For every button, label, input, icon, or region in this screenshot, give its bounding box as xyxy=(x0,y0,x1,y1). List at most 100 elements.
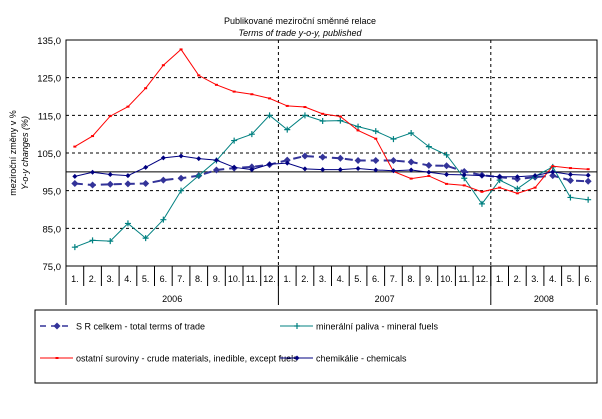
x-tick-label: 4. xyxy=(549,274,557,284)
data-point xyxy=(407,158,415,166)
data-point xyxy=(144,87,148,90)
data-point xyxy=(160,155,166,161)
x-tick-label: 7. xyxy=(390,274,398,284)
x-tick-label: 9. xyxy=(425,274,433,284)
y-tick-label: 125,0 xyxy=(37,74,61,85)
data-point xyxy=(303,106,307,109)
legend-label: minerální paliva - mineral fuels xyxy=(316,322,439,332)
data-point xyxy=(178,187,185,194)
data-point xyxy=(143,164,149,170)
data-point xyxy=(248,131,255,138)
data-point xyxy=(72,173,78,179)
series-2 xyxy=(73,48,590,195)
data-point xyxy=(337,167,343,173)
data-point xyxy=(462,184,466,187)
data-point xyxy=(427,174,431,177)
data-point xyxy=(214,83,218,86)
data-point xyxy=(533,186,537,189)
data-point xyxy=(425,143,432,150)
x-tick-label: 2. xyxy=(89,274,97,284)
data-point xyxy=(124,180,132,188)
data-point xyxy=(443,151,450,158)
legend-label: chemikálie - chemicals xyxy=(316,354,407,364)
data-point xyxy=(408,167,414,173)
data-point xyxy=(390,168,396,174)
data-point xyxy=(514,185,521,192)
x-tick-label: 1. xyxy=(71,274,79,284)
data-point xyxy=(480,190,484,193)
data-point xyxy=(89,237,96,244)
data-point xyxy=(390,136,397,143)
data-point xyxy=(478,200,485,207)
data-point xyxy=(195,172,202,179)
legend-label: S R celkem - total terms of trade xyxy=(76,322,205,332)
chart-title: Publikované meziroční směnné relace xyxy=(224,16,376,26)
data-point xyxy=(285,104,289,107)
data-point xyxy=(106,180,114,188)
x-tick-label: 5. xyxy=(354,274,362,284)
x-tick-label: 3. xyxy=(319,274,327,284)
x-tick-label: 11. xyxy=(246,274,258,284)
data-point xyxy=(71,180,79,188)
year-label: 2006 xyxy=(162,294,182,304)
data-point xyxy=(408,130,415,137)
data-point xyxy=(107,171,113,177)
data-point xyxy=(338,115,342,118)
x-tick-label: 5. xyxy=(567,274,575,284)
data-point xyxy=(142,180,150,188)
data-point xyxy=(320,167,326,173)
data-point xyxy=(389,157,397,165)
x-tick-label: 4. xyxy=(124,274,132,284)
data-point xyxy=(124,220,131,227)
data-point xyxy=(409,177,413,180)
data-point xyxy=(444,171,450,177)
year-label: 2007 xyxy=(375,294,395,304)
x-tick-label: 4. xyxy=(337,274,345,284)
data-point xyxy=(284,160,290,166)
data-point xyxy=(355,123,362,130)
data-point xyxy=(249,167,255,173)
data-point xyxy=(498,186,502,189)
series-3 xyxy=(72,153,591,180)
x-tick-label: 1. xyxy=(496,274,504,284)
data-point xyxy=(461,172,467,178)
y-tick-label: 115,0 xyxy=(38,111,61,122)
x-tick-label: 8. xyxy=(195,274,203,284)
data-point xyxy=(231,164,237,170)
data-point xyxy=(301,112,308,119)
y-tick-label: 75,0 xyxy=(43,262,62,273)
data-point xyxy=(283,156,291,164)
x-tick-label: 9. xyxy=(213,274,221,284)
x-tick-label: 3. xyxy=(106,274,114,284)
data-point xyxy=(301,152,309,160)
x-tick-label: 12. xyxy=(476,274,489,284)
x-tick-label: 6. xyxy=(372,274,380,284)
series-line xyxy=(74,155,589,187)
x-tick-label: 10. xyxy=(440,274,453,284)
data-point xyxy=(160,216,167,223)
data-point xyxy=(586,168,590,171)
y-tick-label: 85,0 xyxy=(43,224,62,235)
data-point xyxy=(177,174,185,182)
data-point xyxy=(373,167,379,173)
data-point xyxy=(266,112,273,119)
data-point xyxy=(108,115,112,118)
data-point xyxy=(294,355,300,361)
data-point xyxy=(73,145,77,148)
data-point xyxy=(460,167,468,175)
y-tick-label: 105,0 xyxy=(37,149,61,160)
data-point xyxy=(302,166,308,172)
data-point xyxy=(55,357,59,359)
data-point xyxy=(426,169,432,175)
data-point xyxy=(126,105,130,108)
x-tick-label: 6. xyxy=(160,274,168,284)
data-point xyxy=(125,173,131,179)
x-tick-label: 7. xyxy=(177,274,185,284)
data-point xyxy=(568,167,572,170)
data-point xyxy=(550,169,556,175)
data-point xyxy=(336,154,344,162)
y-tick-label: 95,0 xyxy=(43,187,62,198)
data-point xyxy=(354,157,362,165)
data-point xyxy=(142,235,149,242)
legend-box xyxy=(34,309,598,384)
